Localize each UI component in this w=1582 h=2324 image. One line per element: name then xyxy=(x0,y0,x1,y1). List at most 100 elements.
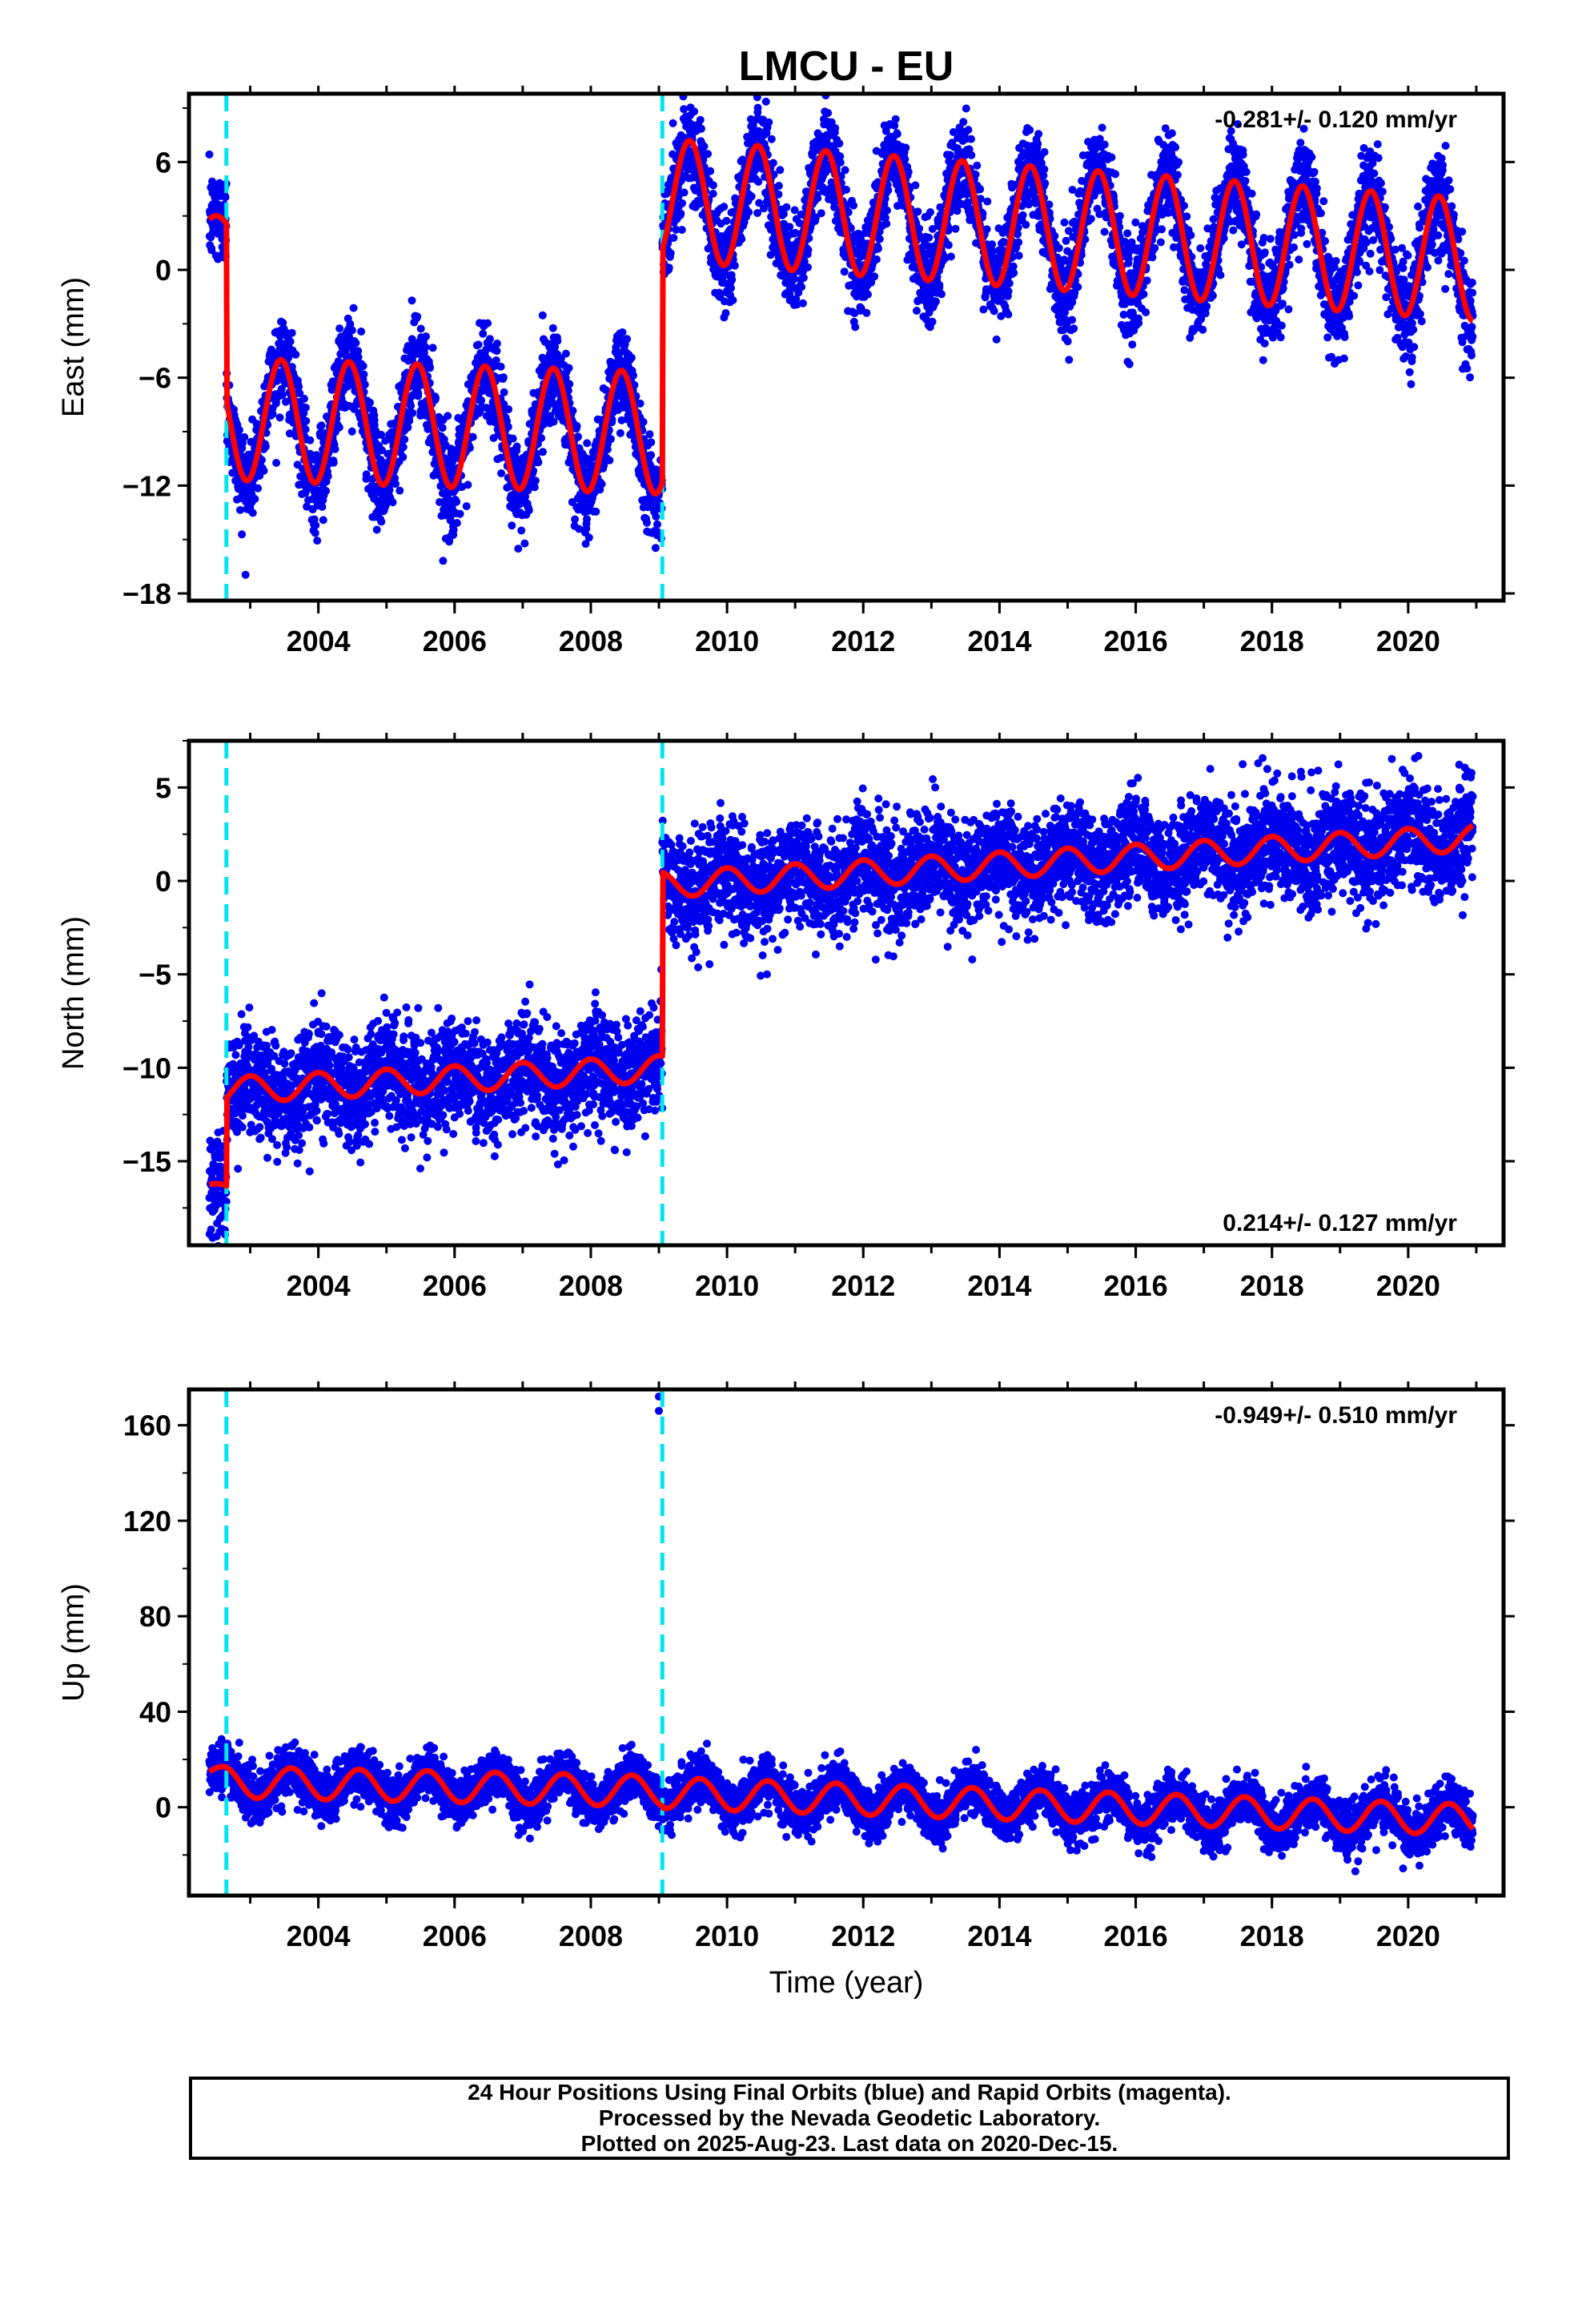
data-point xyxy=(913,207,922,216)
data-point xyxy=(295,389,304,397)
data-point xyxy=(1062,236,1070,245)
data-point xyxy=(572,422,581,430)
data-point xyxy=(653,520,661,529)
data-point xyxy=(1040,165,1049,174)
data-point xyxy=(351,339,360,348)
data-point xyxy=(508,434,517,443)
data-point xyxy=(774,190,783,199)
data-point xyxy=(484,319,492,328)
data-point xyxy=(765,118,773,127)
data-point xyxy=(769,159,777,167)
data-point xyxy=(804,246,813,254)
data-point xyxy=(1074,283,1082,292)
data-point xyxy=(347,326,356,335)
data-point xyxy=(464,480,472,489)
data-point xyxy=(636,399,644,408)
data-point xyxy=(938,290,946,299)
data-point xyxy=(372,525,381,534)
data-point xyxy=(354,347,363,356)
data-point xyxy=(432,393,440,402)
data-point xyxy=(686,77,694,85)
data-point xyxy=(1018,211,1027,219)
data-point xyxy=(1125,360,1134,368)
data-point xyxy=(721,309,730,317)
data-point xyxy=(982,225,991,234)
data-point xyxy=(1128,340,1137,349)
data-point xyxy=(862,308,871,317)
data-point xyxy=(901,143,910,152)
data-point xyxy=(696,115,705,124)
data-point xyxy=(901,155,909,163)
data-point xyxy=(926,208,934,216)
data-point xyxy=(408,408,417,417)
data-point xyxy=(645,430,654,439)
data-point xyxy=(574,432,582,441)
data-point xyxy=(477,396,486,404)
data-point xyxy=(913,307,921,315)
data-point xyxy=(504,423,512,431)
data-point xyxy=(988,240,997,249)
data-point xyxy=(627,353,636,362)
data-point xyxy=(1107,153,1116,162)
data-point xyxy=(1014,251,1023,260)
data-point xyxy=(1131,218,1140,227)
data-point xyxy=(669,119,677,127)
data-point xyxy=(302,416,311,425)
data-point xyxy=(964,126,973,135)
data-point xyxy=(512,442,521,451)
data-point xyxy=(287,328,296,337)
data-point xyxy=(754,178,763,186)
data-point xyxy=(669,234,678,242)
data-point xyxy=(842,185,850,194)
data-point xyxy=(414,389,423,397)
east-plot-area xyxy=(205,77,1477,601)
data-point xyxy=(377,430,386,439)
data-point xyxy=(1065,356,1074,364)
data-point xyxy=(700,142,709,151)
data-point xyxy=(275,413,284,422)
data-point xyxy=(497,469,506,477)
data-point xyxy=(468,432,477,441)
data-point xyxy=(553,336,562,345)
data-point xyxy=(258,456,266,464)
data-point xyxy=(416,324,425,333)
data-point xyxy=(1026,126,1034,135)
data-point xyxy=(539,448,547,456)
data-point xyxy=(1098,123,1106,132)
data-point xyxy=(953,207,962,215)
data-point xyxy=(408,296,416,305)
data-point xyxy=(665,263,673,272)
data-point xyxy=(207,246,216,255)
data-point xyxy=(851,323,860,332)
data-point xyxy=(1022,220,1030,229)
data-point xyxy=(1111,170,1120,179)
data-point xyxy=(482,404,491,412)
data-point xyxy=(841,166,849,175)
data-point xyxy=(891,115,900,123)
data-point xyxy=(799,273,808,282)
data-point xyxy=(492,356,500,364)
data-point xyxy=(976,185,985,194)
data-point xyxy=(817,209,825,218)
data-point xyxy=(911,181,920,190)
data-point xyxy=(1068,316,1077,324)
data-point xyxy=(583,439,592,448)
data-point xyxy=(341,348,350,356)
data-point xyxy=(377,517,386,526)
data-point xyxy=(849,201,858,210)
data-point xyxy=(804,263,812,271)
data-point xyxy=(508,521,516,530)
data-point xyxy=(251,495,259,503)
data-point xyxy=(1041,179,1050,187)
data-point xyxy=(349,304,358,312)
data-point xyxy=(1119,310,1128,319)
data-point xyxy=(241,570,250,579)
data-point xyxy=(514,545,523,553)
data-point xyxy=(323,472,332,480)
data-point xyxy=(287,363,296,372)
data-point xyxy=(248,509,257,517)
data-point xyxy=(311,529,319,537)
data-point xyxy=(278,391,287,400)
data-point xyxy=(925,233,934,242)
